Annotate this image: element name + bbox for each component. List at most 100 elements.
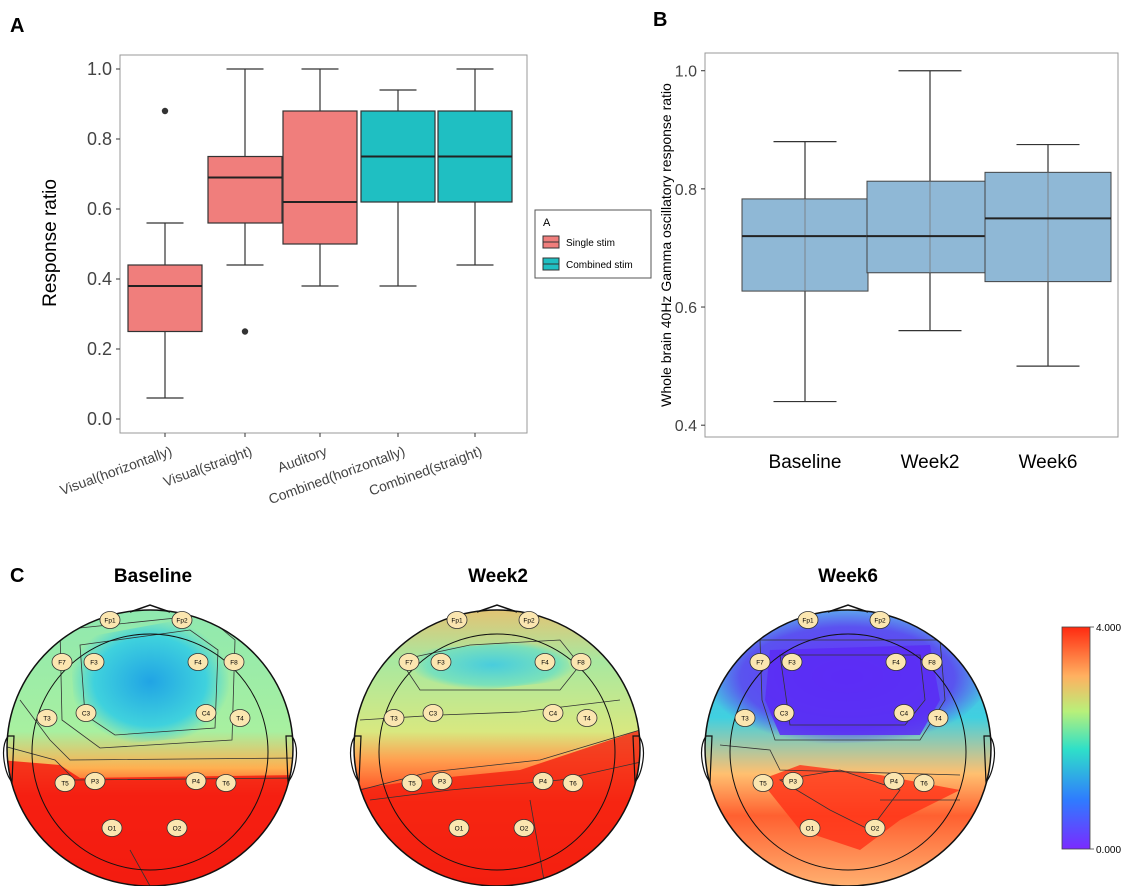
topomap-baseline-left-ear [2,735,15,784]
topomap-title-baseline: Baseline [114,566,192,587]
electrode-marker [101,819,123,837]
electrode-marker [927,709,949,727]
electrode-label: T3 [741,716,749,723]
topomap-title-week2: Week2 [468,566,528,587]
box-combined-straight [437,68,513,266]
y-tick-label: 0.4 [87,269,112,289]
electrode-label: O1 [108,826,117,833]
electrode-label: O1 [806,826,815,833]
electrode-marker [401,774,423,792]
electrode-marker [185,772,207,790]
electrode-marker [921,653,943,671]
electrode-marker [446,611,468,629]
colorbar-min-label: 0.000 [1096,845,1121,856]
electrode-marker [885,653,907,671]
electrode-p3: P3 [431,772,453,790]
topomap-week2 [349,604,645,886]
electrode-label: Fp2 [176,618,188,625]
electrode-t5: T5 [401,774,423,792]
electrode-marker [913,774,935,792]
panel-a-legend: A Single stim Combined stim [534,209,652,279]
y-tick-label: 0.2 [87,339,112,359]
electrode-label: Fp1 [802,618,814,625]
panel-b-boxplot: Whole brain 40Hz Gamma oscillatory respo… [658,52,1119,473]
electrode-label: F7 [756,660,764,667]
electrode-label: Fp1 [104,618,116,625]
electrode-marker [518,611,540,629]
box-visual-horizontally [127,107,203,399]
electrode-label: T4 [583,716,591,723]
box-auditory [282,68,358,287]
electrode-marker [398,653,420,671]
legend-title: A [543,217,551,229]
topomap-baseline-low-region [70,618,230,745]
electrode-t5: T5 [54,774,76,792]
electrode-label: T4 [934,716,942,723]
electrode-f7: F7 [749,653,771,671]
iqr-box [127,264,203,333]
electrode-marker [734,709,756,727]
electrode-marker [749,653,771,671]
electrode-label: C4 [549,711,558,718]
topomap-week6 [700,604,996,886]
electrode-marker [797,611,819,629]
topomap-week2-right-ear [632,735,645,784]
electrode-label: P3 [91,779,99,786]
electrode-label: T5 [61,781,69,788]
electrode-f8: F8 [223,653,245,671]
y-tick-label: 0.8 [87,129,112,149]
iqr-box [282,110,358,245]
legend-label-combined: Combined stim [566,260,633,271]
electrode-t3: T3 [734,709,756,727]
y-tick-label: 0.4 [675,418,697,435]
electrode-c4: C4 [195,704,217,722]
electrode-marker [799,819,821,837]
electrode-marker [532,772,554,790]
electrode-marker [562,774,584,792]
electrode-c4: C4 [893,704,915,722]
electrode-t6: T6 [215,774,237,792]
electrode-label: C3 [780,711,789,718]
y-tick-label: 0.8 [675,182,697,199]
electrode-fp1: Fp1 [797,611,819,629]
colorbar-max-label: 4.000 [1096,623,1121,634]
topomap-week2-red-band [354,730,640,886]
y-tick-label: 1.0 [675,64,697,81]
topomap-baseline-head-outline [6,609,294,886]
y-tick-label: 0.6 [675,300,697,317]
topomap-week6-head-outline [704,609,992,886]
electrode-marker [383,709,405,727]
electrode-o2: O2 [166,819,188,837]
topomap-week2-low-region [410,640,575,690]
electrode-f4: F4 [534,653,556,671]
panel-label-b: B [653,9,667,31]
electrode-marker [752,774,774,792]
electrode-label: T6 [569,781,577,788]
topomap-week6-right-ear [983,735,996,784]
electrode-label: F3 [437,660,445,667]
panel-a-plot-frame [119,54,528,434]
electrode-marker [223,653,245,671]
electrode-label: F4 [892,660,900,667]
panel-c-topomaps: Baseline Week2 Week6 [2,566,1121,886]
topomap-week2-inner-ring [378,633,616,871]
topomap-week2-nose [476,604,518,613]
legend-entry-combined: Combined stim [542,257,633,271]
legend-entry-single: Single stim [542,235,615,249]
electrode-marker [513,819,535,837]
electrode-o1: O1 [448,819,470,837]
electrode-t6: T6 [562,774,584,792]
colorbar-gradient [1061,626,1091,850]
electrode-c3: C3 [75,704,97,722]
electrode-label: F3 [90,660,98,667]
panel-b-plot-frame [704,52,1119,438]
electrode-f3: F3 [781,653,803,671]
electrode-label: O1 [455,826,464,833]
y-tick-label: 1.0 [87,59,112,79]
electrode-fp2: Fp2 [171,611,193,629]
electrode-c3: C3 [773,704,795,722]
electrode-label: O2 [871,826,880,833]
box-week6 [984,143,1112,367]
electrode-label: T3 [43,716,51,723]
